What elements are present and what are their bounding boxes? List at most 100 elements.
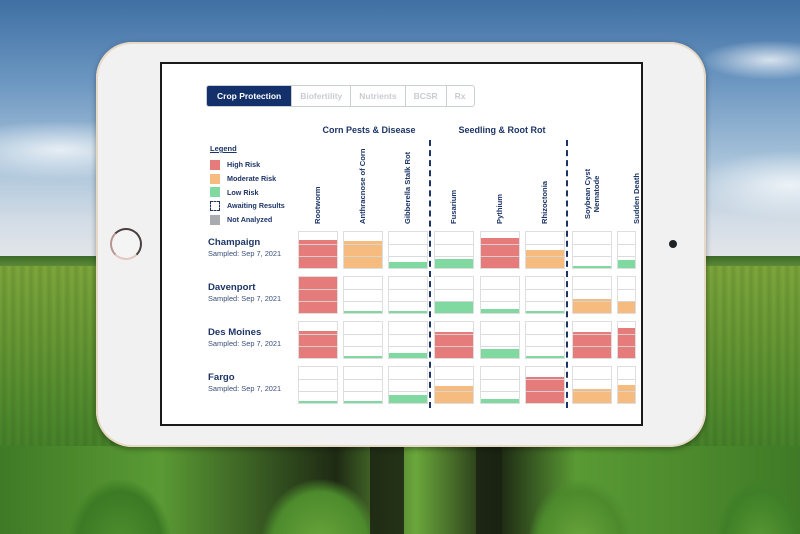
risk-level-bar — [389, 262, 427, 268]
segment-line — [481, 379, 519, 380]
risk-cell-low[interactable] — [388, 321, 428, 359]
segment-line — [481, 256, 519, 257]
tab-crop-protection[interactable]: Crop Protection — [207, 86, 292, 106]
location-label[interactable]: Des Moines Sampled: Sep 7, 2021 — [208, 327, 281, 348]
sampled-date: Sampled: Sep 7, 2021 — [208, 384, 282, 393]
risk-level-bar — [435, 259, 473, 268]
segment-line — [299, 379, 337, 380]
sampled-date: Sampled: Sep 7, 2021 — [208, 249, 282, 258]
risk-cell-low[interactable] — [434, 231, 474, 269]
segment-line — [344, 256, 382, 257]
risk-level-bar — [435, 386, 473, 403]
segment-line — [618, 256, 635, 257]
risk-level-bar — [435, 332, 473, 358]
risk-level-bar — [526, 250, 564, 268]
tab-rx[interactable]: Rx — [445, 86, 474, 106]
risk-cell-high[interactable] — [298, 231, 338, 269]
tablet-screen: Crop Protection Biofertility Nutrients B… — [160, 62, 643, 426]
segment-line — [299, 391, 337, 392]
segment-line — [618, 334, 635, 335]
segment-line — [526, 256, 564, 257]
segment-line — [573, 301, 611, 302]
risk-cell-moderate[interactable] — [525, 231, 565, 269]
risk-level-bar — [344, 311, 382, 313]
risk-cell-moderate[interactable] — [572, 366, 612, 404]
furrow — [476, 446, 502, 534]
location-label[interactable]: Davenport Sampled: Sep 7, 2021 — [208, 282, 281, 303]
risk-cell-low[interactable] — [298, 366, 338, 404]
risk-cell-low[interactable] — [434, 276, 474, 314]
column-header-sudden-death: Sudden Death — [632, 172, 641, 224]
risk-cell-low[interactable] — [343, 366, 383, 404]
moderate-risk-swatch — [210, 173, 220, 184]
risk-cell-low[interactable] — [525, 321, 565, 359]
location-name: Fargo — [208, 372, 235, 383]
high-risk-swatch — [210, 159, 220, 170]
risk-level-bar — [526, 311, 564, 313]
risk-cell-low[interactable] — [617, 231, 636, 269]
segment-line — [573, 379, 611, 380]
segment-line — [526, 346, 564, 347]
risk-cell-low[interactable] — [480, 321, 520, 359]
not-analyzed-swatch — [210, 214, 220, 225]
segment-line — [299, 301, 337, 302]
risk-cell-high[interactable] — [617, 321, 636, 359]
risk-cell-low[interactable] — [572, 231, 612, 269]
risk-cell-low[interactable] — [343, 276, 383, 314]
risk-cell-low[interactable] — [525, 276, 565, 314]
column-header-fusarium: Fusarium — [449, 189, 458, 224]
tab-biofertility[interactable]: Biofertility — [291, 86, 351, 106]
segment-line — [389, 334, 427, 335]
segment-line — [526, 391, 564, 392]
risk-cell-low[interactable] — [480, 276, 520, 314]
risk-cell-high[interactable] — [434, 321, 474, 359]
location-label[interactable]: Fargo Sampled: Sep 7, 2021 — [208, 372, 281, 393]
risk-cell-high[interactable] — [298, 276, 338, 314]
risk-cell-low[interactable] — [388, 366, 428, 404]
segment-line — [526, 244, 564, 245]
legend: Legend High Risk Moderate Risk Low Risk … — [210, 144, 285, 226]
risk-cell-high[interactable] — [298, 321, 338, 359]
legend-item-awaiting-results: Awaiting Results — [210, 199, 285, 213]
risk-cell-moderate[interactable] — [434, 366, 474, 404]
tab-nutrients[interactable]: Nutrients — [350, 86, 405, 106]
risk-cell-moderate[interactable] — [572, 276, 612, 314]
risk-cell-high[interactable] — [572, 321, 612, 359]
home-button[interactable] — [110, 228, 142, 260]
risk-cell-low[interactable] — [343, 321, 383, 359]
column-header-gibberella-stalk-rot: Gibberella Stalk Rot — [403, 151, 412, 224]
segment-line — [573, 391, 611, 392]
segment-line — [481, 289, 519, 290]
segment-line — [618, 346, 635, 347]
risk-cell-low[interactable] — [480, 366, 520, 404]
segment-line — [573, 346, 611, 347]
risk-level-bar — [435, 301, 473, 313]
risk-cell-moderate[interactable] — [617, 366, 636, 404]
legend-item-not-analyzed: Not Analyzed — [210, 213, 285, 227]
segment-line — [299, 289, 337, 290]
risk-level-bar — [481, 399, 519, 403]
location-label[interactable]: Champaign Sampled: Sep 7, 2021 — [208, 237, 281, 258]
risk-level-bar — [389, 395, 427, 403]
segment-line — [389, 256, 427, 257]
risk-cell-high[interactable] — [525, 366, 565, 404]
risk-cell-high[interactable] — [480, 231, 520, 269]
column-header-rootworm: Rootworm — [313, 186, 322, 224]
segment-line — [435, 379, 473, 380]
risk-level-bar — [526, 356, 564, 358]
tab-bcsr[interactable]: BCSR — [404, 86, 446, 106]
risk-cell-low[interactable] — [388, 231, 428, 269]
segment-line — [344, 391, 382, 392]
segment-line — [573, 244, 611, 245]
column-header-rhizoctonia: Rhizoctonia — [540, 180, 549, 224]
column-header-pythium: Pythium — [495, 194, 504, 224]
segment-line — [481, 346, 519, 347]
location-name: Champaign — [208, 237, 261, 248]
risk-level-bar — [573, 332, 611, 358]
risk-cell-moderate[interactable] — [343, 231, 383, 269]
risk-cell-moderate[interactable] — [617, 276, 636, 314]
segment-line — [618, 379, 635, 380]
segment-line — [299, 244, 337, 245]
risk-cell-low[interactable] — [388, 276, 428, 314]
segment-line — [618, 289, 635, 290]
